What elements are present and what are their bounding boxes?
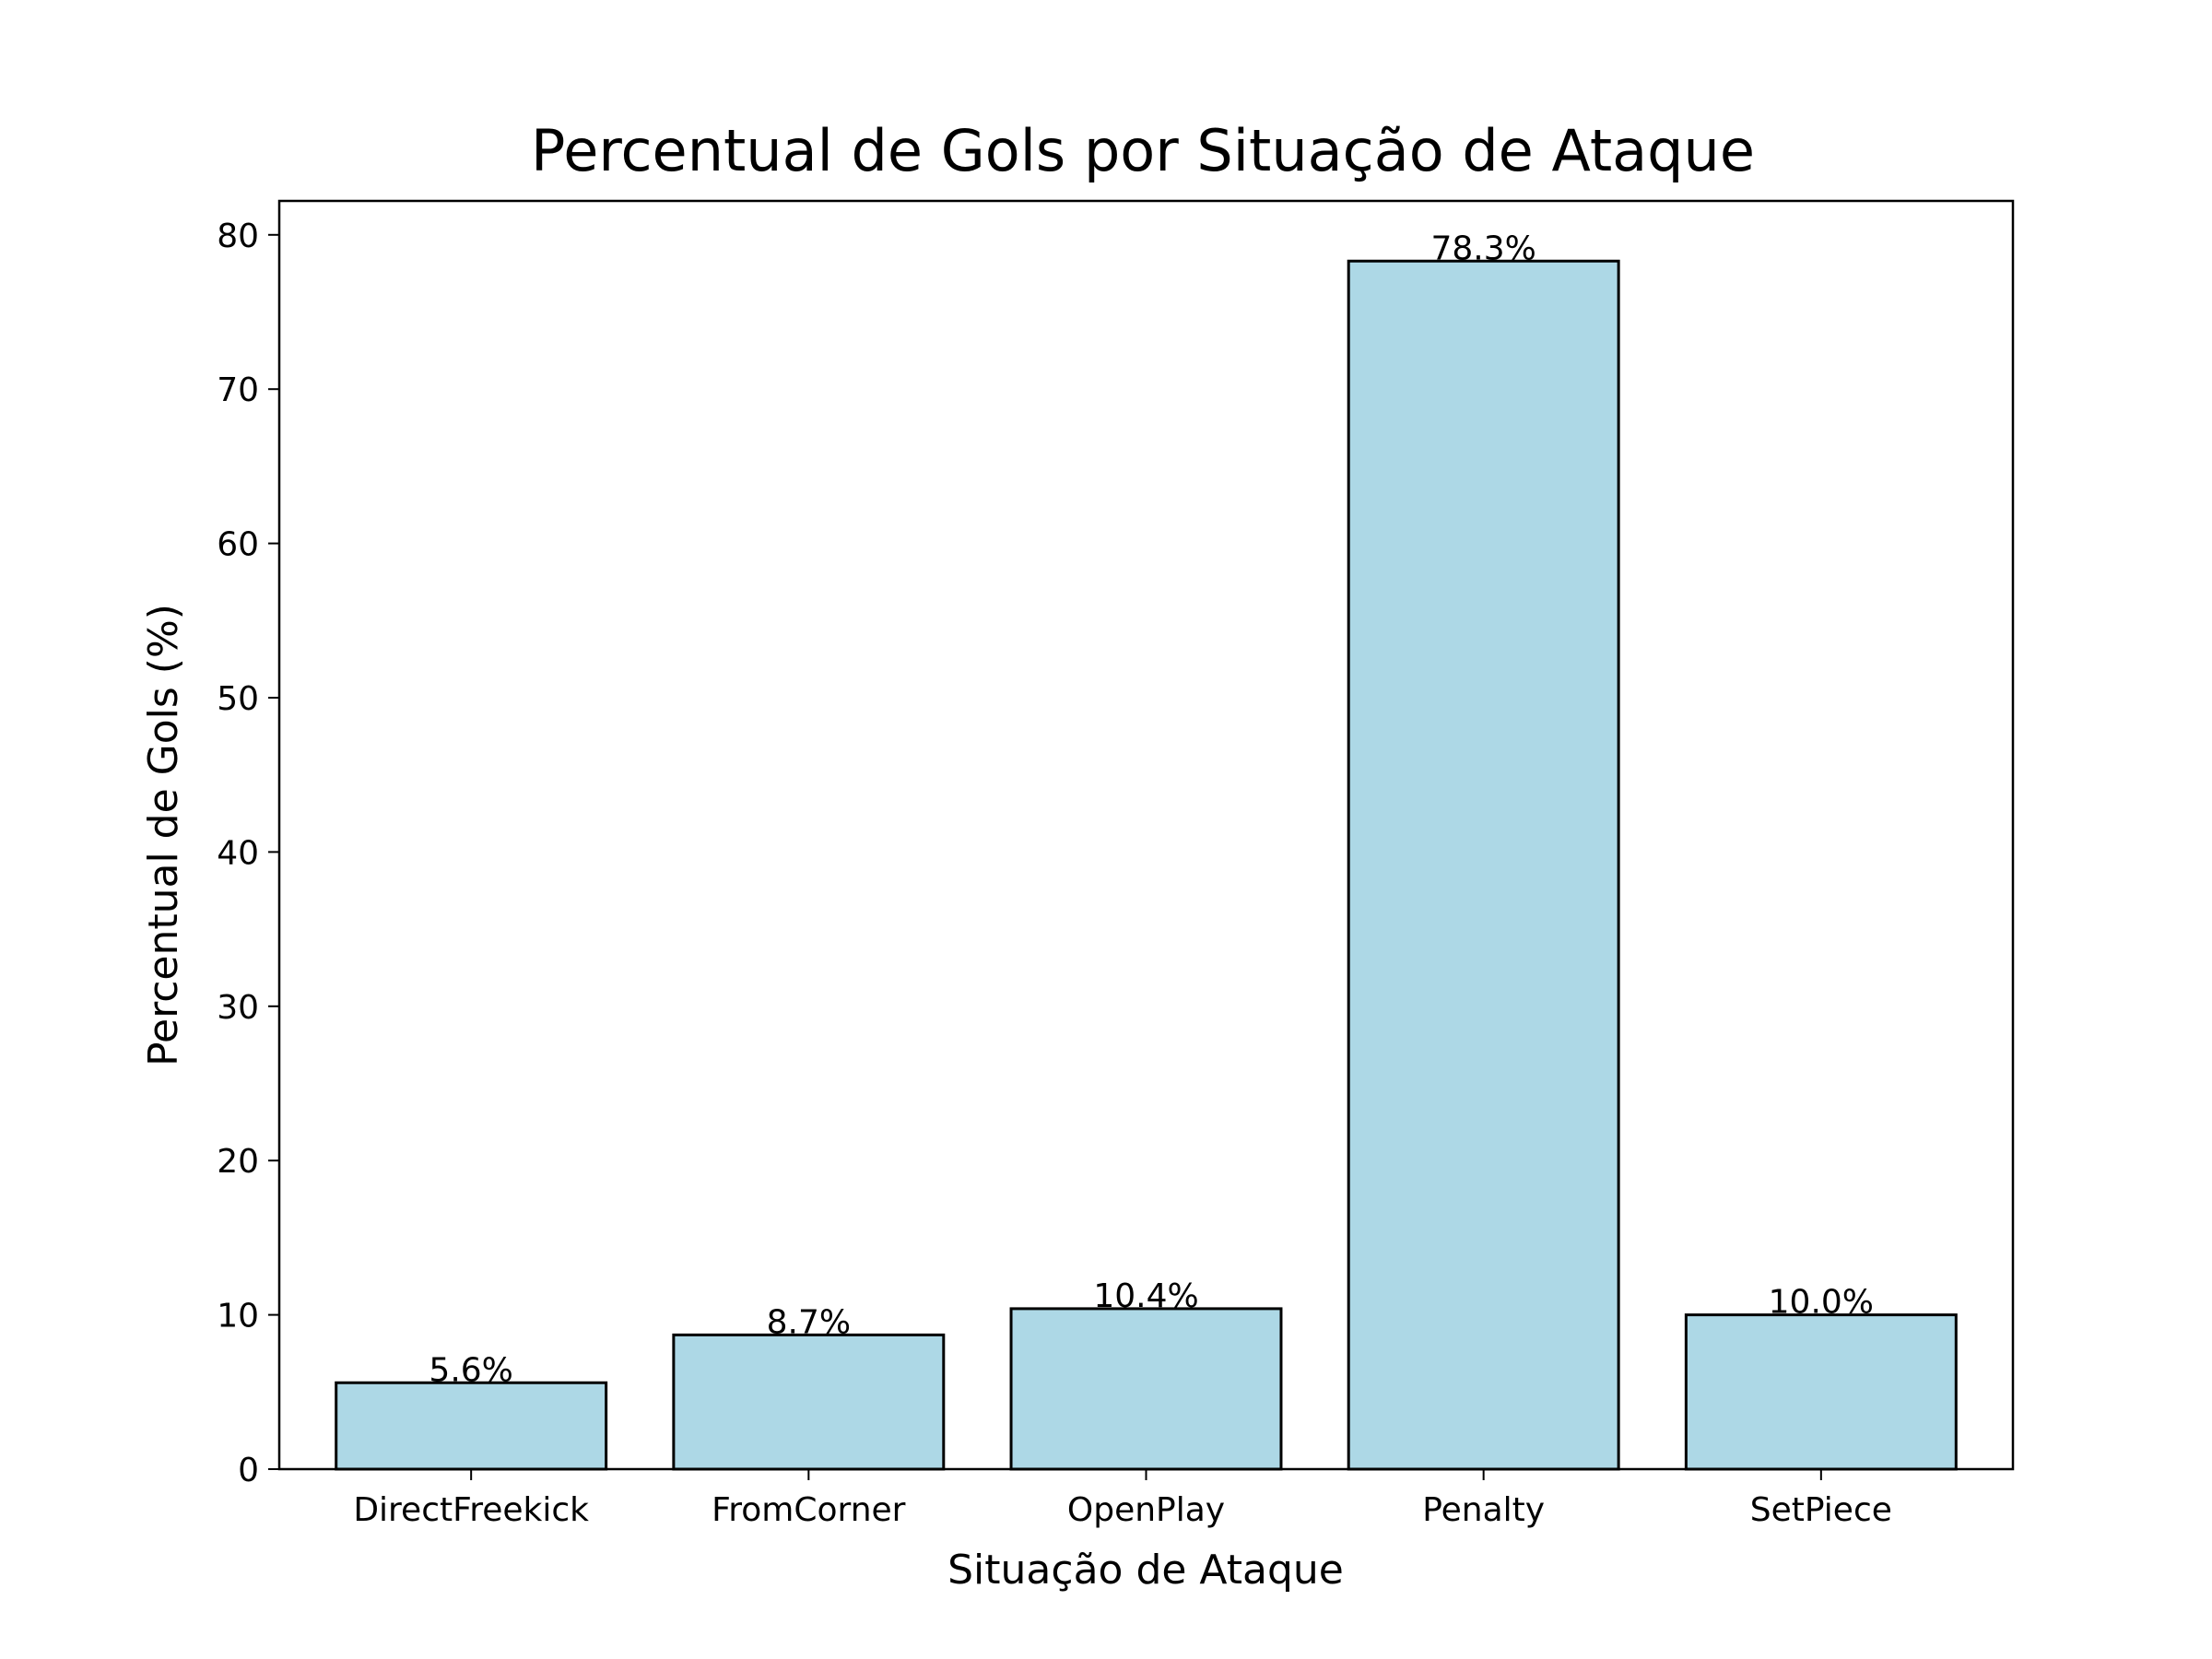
y-tick-label: 50 [217, 680, 259, 718]
y-tick-label: 10 [217, 1298, 259, 1335]
x-axis-label: Situação de Ataque [947, 1547, 1344, 1594]
bar-value-label: 10.4% [1093, 1277, 1198, 1315]
x-tick-label: Penalty [1422, 1491, 1545, 1529]
bar-value-label: 8.7% [767, 1303, 851, 1341]
x-tick-label: FromCorner [712, 1491, 905, 1529]
y-tick-label: 40 [217, 834, 259, 872]
y-tick-label: 80 [217, 218, 259, 255]
chart-title: Percentual de Gols por Situação de Ataqu… [531, 117, 1755, 184]
y-tick-label: 70 [217, 371, 259, 409]
x-tick-label: OpenPlay [1067, 1491, 1225, 1529]
x-tick-label: DirectFreekick [353, 1491, 589, 1529]
bars-group: 5.6% 8.7% 10.4% 78.3% 10.0% [335, 229, 1958, 1471]
bar [1684, 1313, 1958, 1471]
y-tick-label: 0 [238, 1452, 259, 1489]
bar [672, 1333, 946, 1471]
x-tick-label: SetPiece [1750, 1491, 1892, 1529]
bar-value-label: 5.6% [429, 1351, 512, 1389]
y-axis: 0 10 20 30 40 50 60 70 80 [217, 218, 279, 1489]
bar [1009, 1307, 1283, 1471]
y-tick-label: 60 [217, 526, 259, 564]
bar-value-label: 10.0% [1769, 1284, 1874, 1322]
bar [1347, 259, 1620, 1471]
y-axis-label: Percentual de Gols (%) [140, 604, 187, 1066]
y-tick-label: 20 [217, 1143, 259, 1181]
y-tick-label: 30 [217, 989, 259, 1027]
plot-frame [277, 199, 2015, 1471]
bar-value-label: 78.3% [1430, 229, 1535, 267]
bar [335, 1381, 608, 1471]
x-axis: DirectFreekick FromCorner OpenPlay Penalty S… [353, 1469, 1892, 1529]
